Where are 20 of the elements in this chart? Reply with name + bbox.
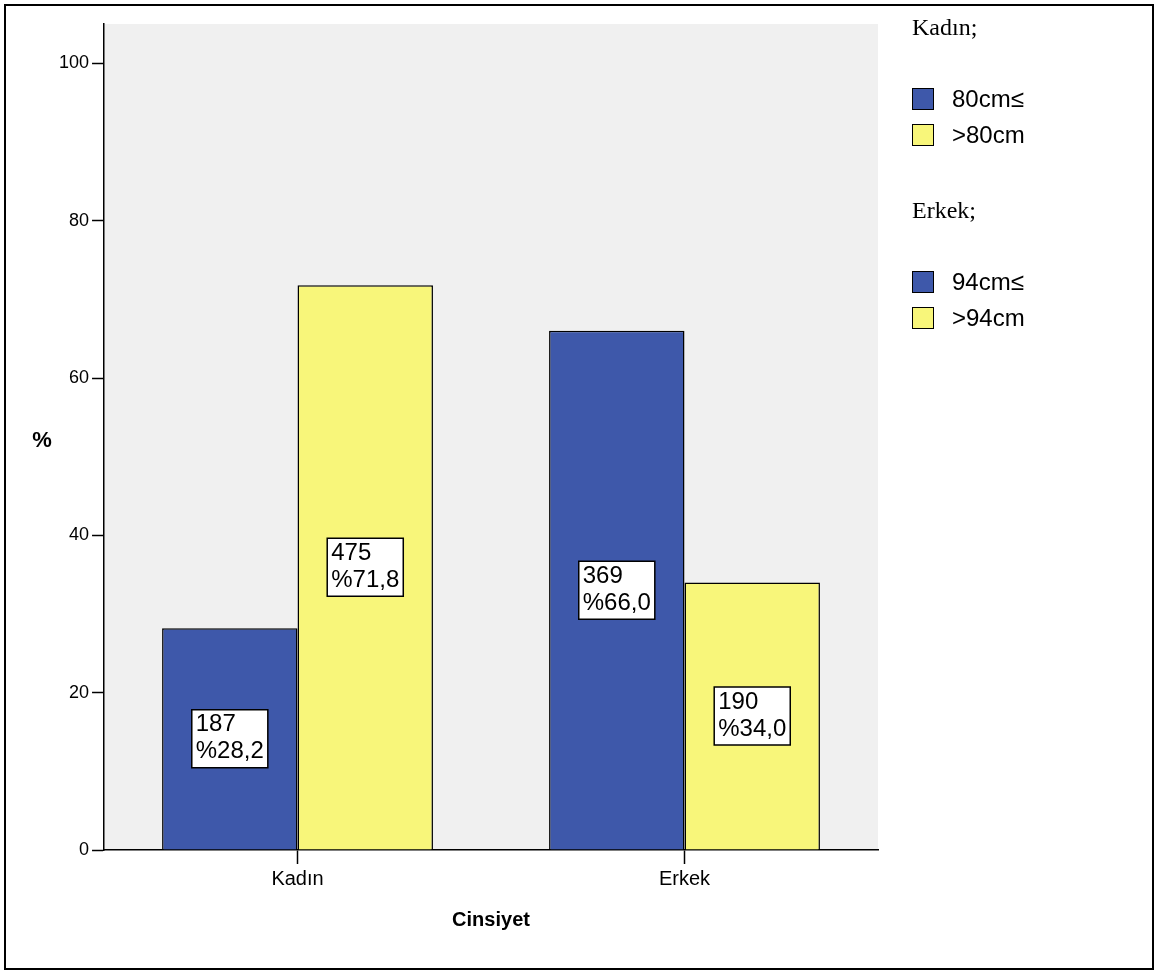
y-tick-label: 100: [58, 52, 90, 73]
legend-label: 94cm≤: [952, 268, 1024, 296]
data-label: 475 %71,8: [331, 537, 400, 592]
legend-label: >94cm: [952, 304, 1025, 332]
y-axis-title: %: [32, 427, 52, 453]
y-tick-label: 40: [69, 524, 90, 545]
legend-label: >80cm: [952, 121, 1025, 149]
data-label: 187 %28,2: [195, 709, 264, 764]
y-tick-label: 80: [69, 209, 90, 230]
legend-label: 80cm≤: [952, 85, 1024, 113]
y-tick-label: 60: [69, 366, 90, 387]
x-tick-label: Kadın: [271, 866, 324, 889]
data-label: 190 %34,0: [718, 686, 787, 741]
data-label: 369 %66,0: [582, 560, 651, 615]
text: Erkek;: [912, 197, 977, 224]
y-tick-label: 0: [79, 838, 90, 859]
legend-title: Kadın;: [912, 14, 979, 41]
x-tick-label: Erkek: [658, 866, 712, 889]
y-tick-label: 20: [69, 681, 90, 702]
x-axis-title: Cinsiyet: [452, 907, 531, 930]
